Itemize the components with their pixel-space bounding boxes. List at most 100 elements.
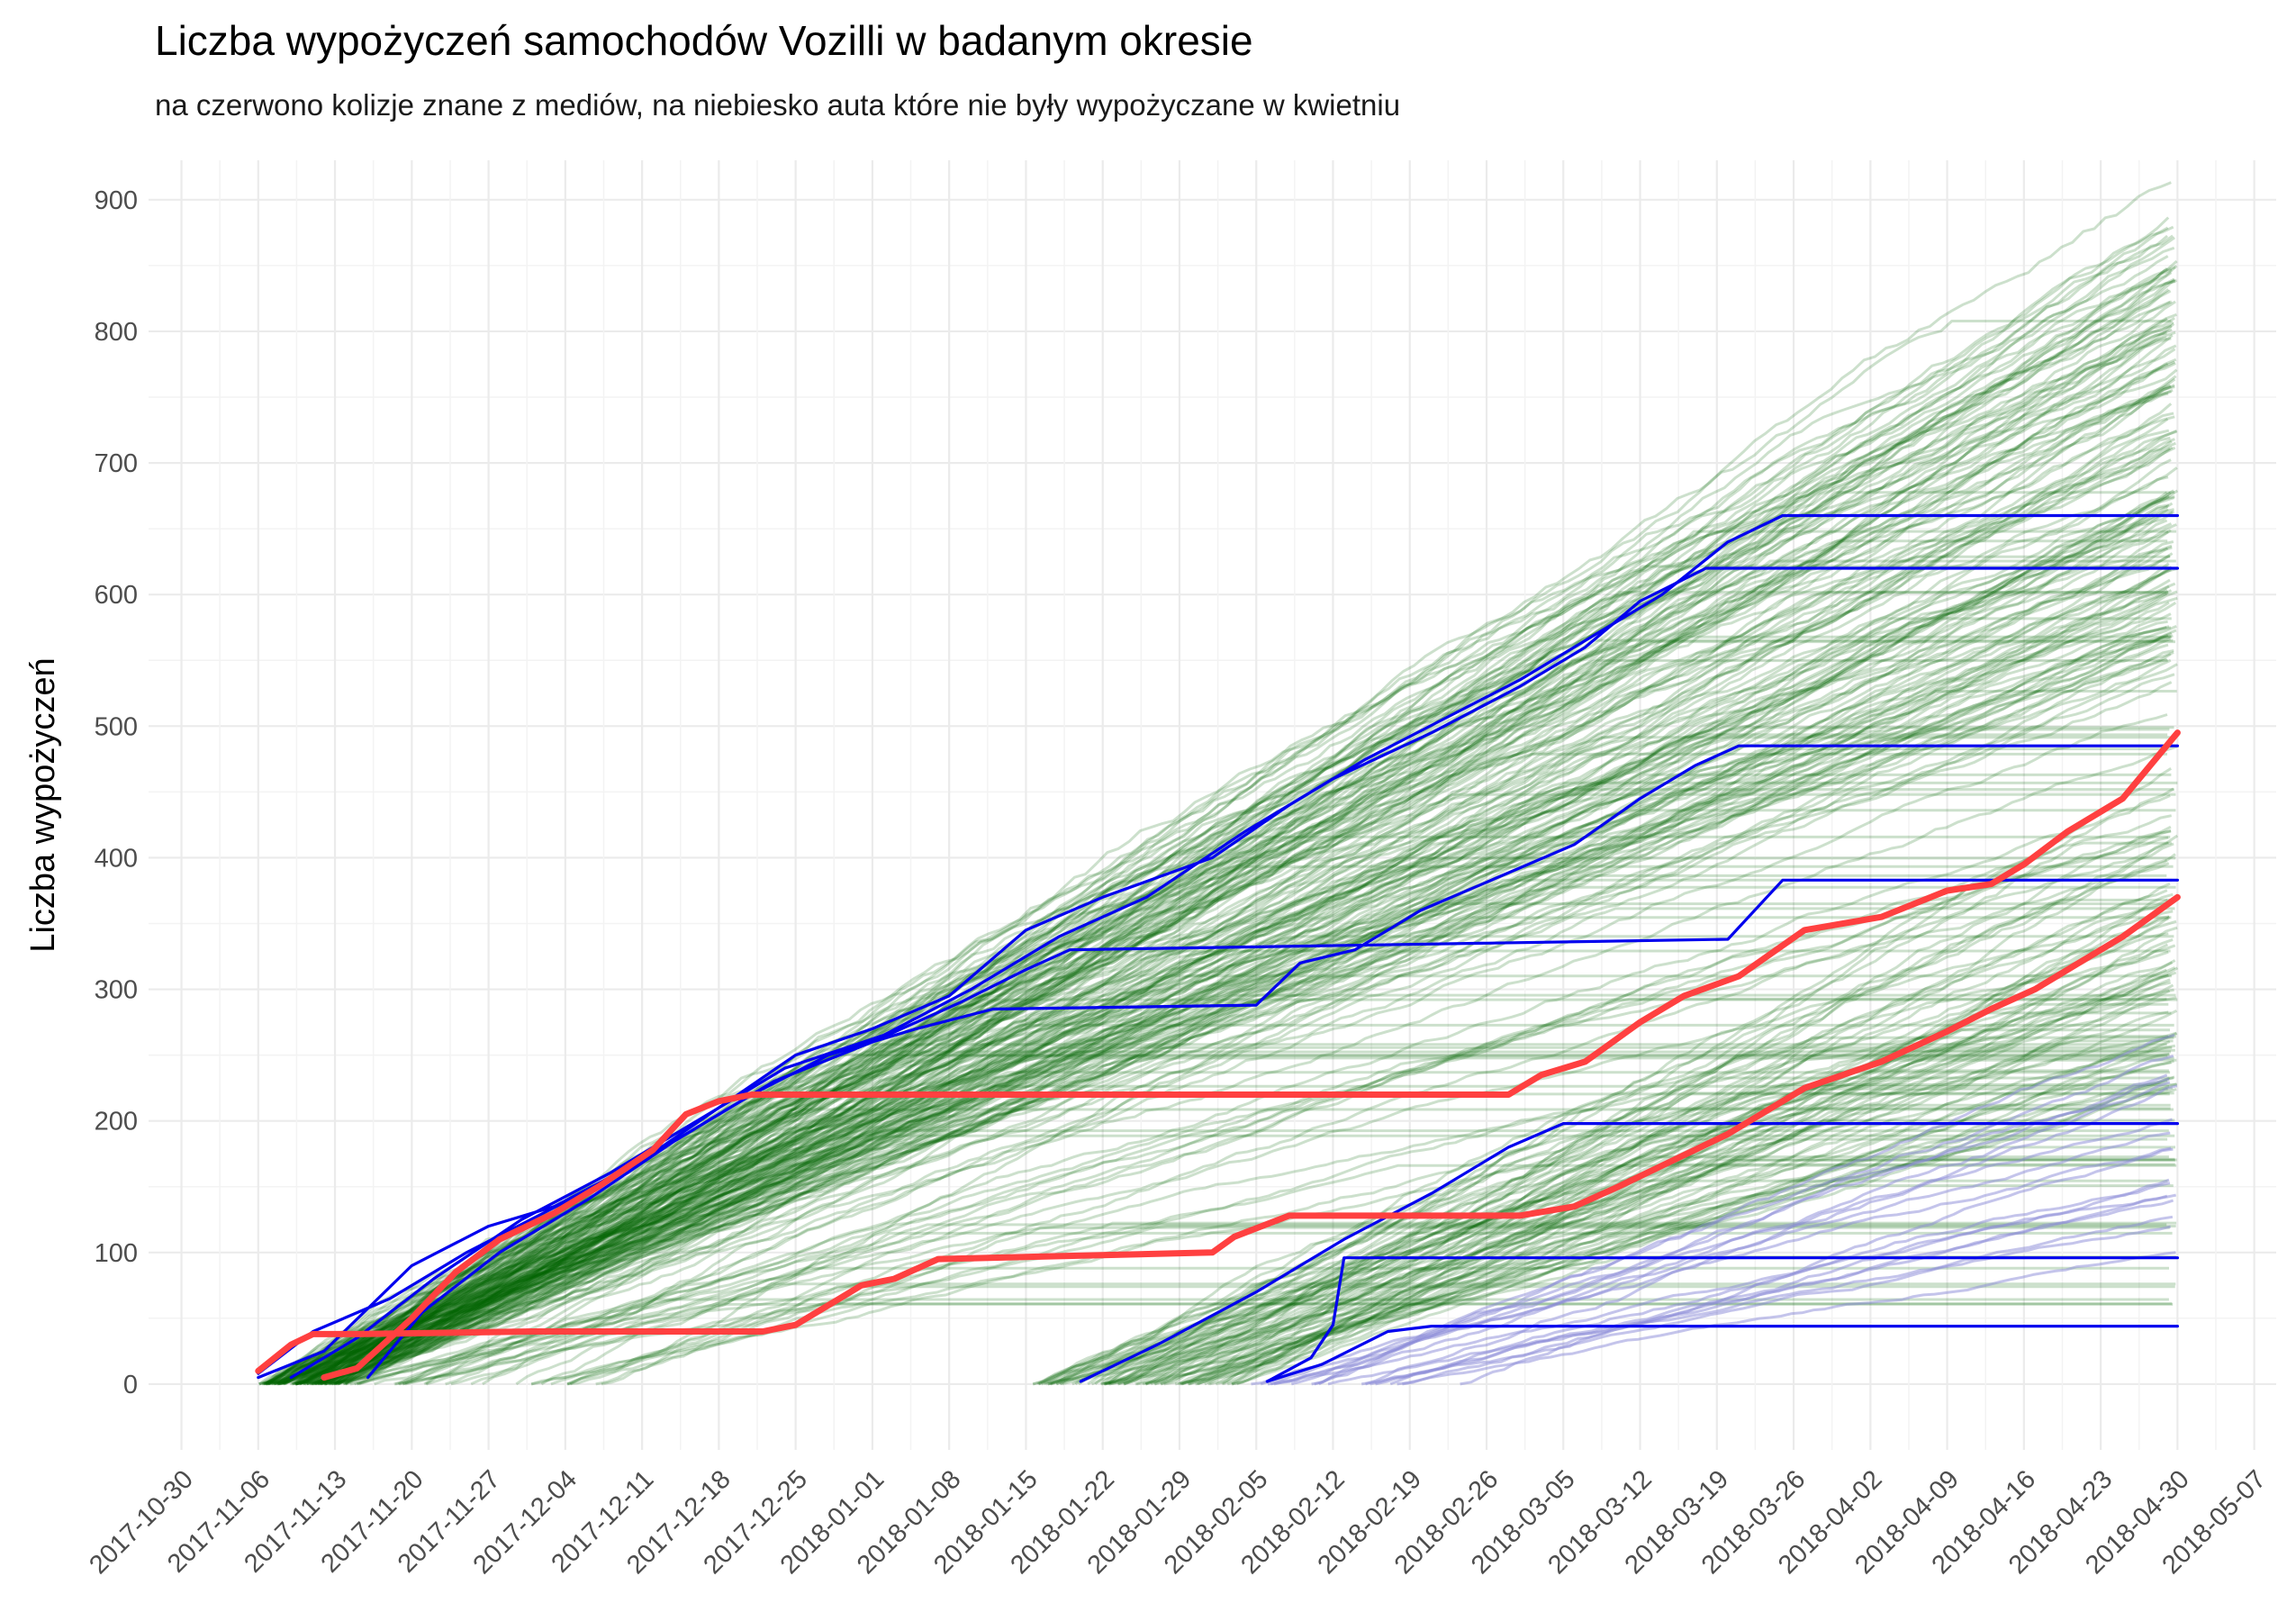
background-line	[306, 617, 2172, 1386]
background-line	[345, 596, 2178, 1386]
background-line	[267, 265, 2178, 1386]
background-line	[334, 781, 2178, 1386]
background-line	[1123, 1082, 2177, 1386]
background-line	[1231, 1163, 2175, 1386]
background-line	[1251, 1118, 2174, 1386]
background-line	[291, 874, 2167, 1386]
chart-subtitle: na czerwono kolizje znane z mediów, na n…	[155, 88, 1401, 122]
background-line	[283, 736, 2171, 1386]
background-line	[294, 949, 2171, 1385]
background-line	[345, 489, 2179, 1386]
background-line	[331, 495, 2175, 1386]
background-line	[295, 916, 2172, 1386]
background-line	[295, 544, 2173, 1386]
background-line	[314, 503, 2170, 1386]
background-line	[1188, 1044, 2176, 1386]
background-line	[315, 494, 2170, 1386]
background-line	[324, 659, 2168, 1386]
background-line	[283, 555, 2171, 1386]
background-line	[277, 856, 2176, 1386]
background-line	[295, 181, 2172, 1386]
background-line	[344, 259, 2178, 1386]
background-line	[1161, 882, 2171, 1386]
background-line	[305, 522, 2173, 1386]
background-line	[316, 289, 2172, 1386]
background-line	[263, 502, 2174, 1386]
background-line	[1369, 1225, 2172, 1386]
background-line	[338, 1071, 2171, 1386]
background-line	[1290, 1077, 2170, 1386]
background-line	[295, 546, 2173, 1386]
background-line	[1209, 1118, 2175, 1386]
background-line	[338, 578, 2171, 1386]
background-line	[258, 588, 2168, 1386]
inactive-april-series-line	[1265, 1256, 2179, 1383]
background-line	[335, 539, 2168, 1386]
background-line	[450, 1302, 2174, 1386]
background-line	[1055, 959, 2176, 1386]
background-line	[327, 612, 2172, 1386]
background-line	[1050, 1076, 2171, 1386]
background-line	[294, 554, 2171, 1386]
collision-series-line	[321, 729, 2181, 1381]
background-line	[1174, 1039, 2174, 1386]
background-line	[1136, 1080, 2168, 1386]
background-line	[357, 997, 2167, 1386]
background-line	[324, 504, 2168, 1386]
background-line	[1222, 926, 2178, 1386]
background-line	[374, 910, 2174, 1386]
background-line	[1038, 1002, 2169, 1386]
background-line	[445, 713, 2168, 1386]
background-line	[298, 491, 2175, 1386]
background-line	[1153, 1091, 2174, 1386]
background-line	[1104, 917, 2169, 1386]
chart-title: Liczba wypożyczeń samochodów Vozilli w b…	[155, 17, 1253, 64]
background-line	[336, 392, 2169, 1386]
background-line	[297, 321, 2174, 1386]
background-line	[540, 1282, 2176, 1386]
background-line	[276, 726, 2174, 1386]
background-line	[566, 562, 2170, 1386]
background-line	[1267, 1194, 2168, 1386]
background-line	[1055, 944, 2176, 1386]
background-line	[482, 565, 2173, 1386]
background-line	[333, 625, 2177, 1386]
x-axis-ticks: 2017-10-302017-11-062017-11-132017-11-20…	[84, 1465, 2272, 1580]
background-line	[343, 993, 2176, 1386]
background-line	[265, 935, 2174, 1386]
background-line	[1102, 1137, 2168, 1386]
background-line	[1360, 1199, 2174, 1386]
background-line	[331, 1023, 2174, 1386]
background-line	[263, 328, 2173, 1386]
background-line	[334, 491, 2168, 1386]
background-line	[299, 266, 2176, 1386]
background-line	[1204, 1040, 2171, 1386]
highlighted-series	[255, 513, 2181, 1383]
background-line	[569, 814, 2172, 1386]
background-line	[1318, 1033, 2175, 1386]
background-line	[1154, 1157, 2175, 1386]
background-line	[1104, 1010, 2169, 1386]
background-line	[342, 278, 2176, 1386]
background-line	[349, 981, 2172, 1386]
background-line	[336, 429, 2170, 1386]
background-line	[298, 316, 2175, 1386]
background-line	[303, 508, 2169, 1386]
background-line	[312, 626, 2167, 1386]
background-line	[1150, 825, 2172, 1386]
background-line	[268, 466, 2178, 1386]
background-line	[309, 496, 2175, 1386]
y-tick-label: 500	[95, 712, 138, 741]
background-line	[330, 649, 2174, 1386]
background-line	[321, 441, 2176, 1386]
background-line	[1144, 1058, 2177, 1386]
background-line	[320, 489, 2174, 1386]
background-line	[291, 1055, 2168, 1386]
background-line	[397, 907, 2175, 1386]
background-line	[312, 234, 2169, 1386]
background-line	[1045, 1146, 2175, 1386]
background-line	[1060, 1035, 2168, 1386]
background-line	[261, 447, 2171, 1386]
background-line	[1062, 1028, 2170, 1386]
background-line	[550, 988, 2174, 1386]
